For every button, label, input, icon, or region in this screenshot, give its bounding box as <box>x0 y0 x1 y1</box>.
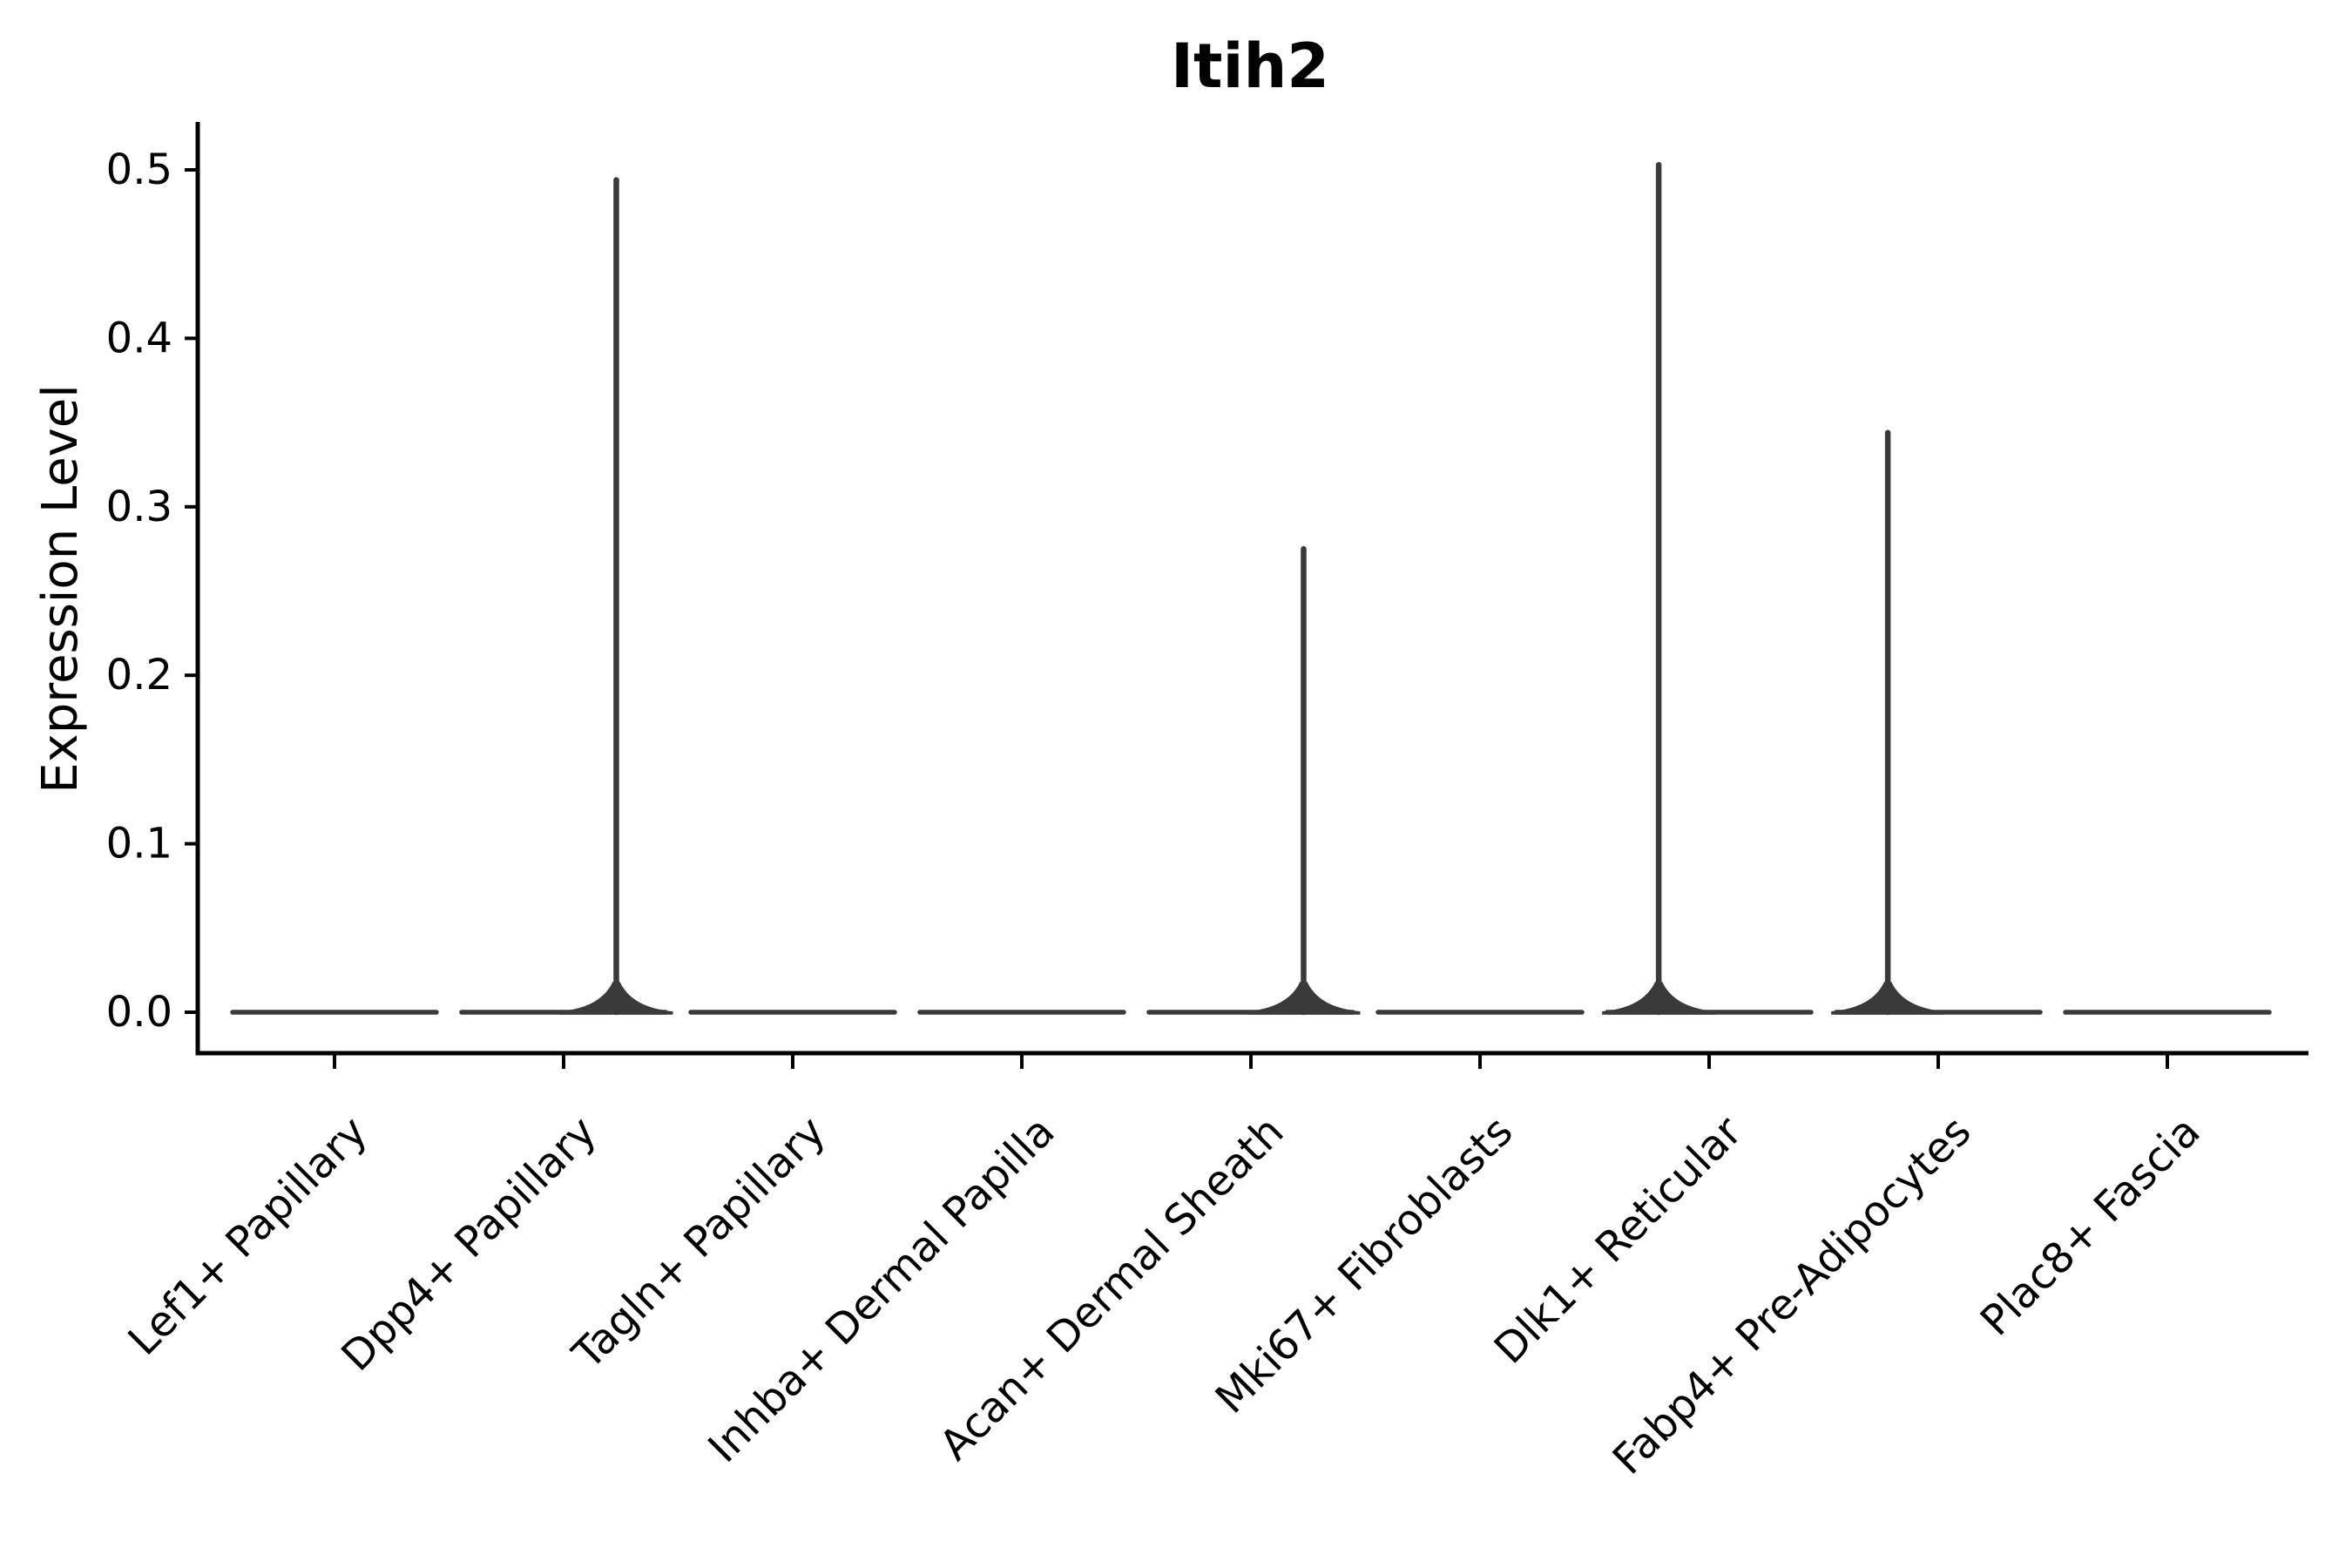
x-tick-label: Tagln+ Papillary <box>563 1107 835 1379</box>
y-tick-label: 0.5 <box>106 145 172 194</box>
axes-spines <box>195 122 2308 1056</box>
y-tick-label: 0.2 <box>106 651 172 700</box>
violin-series <box>230 161 2272 1016</box>
y-tick-label: 0.4 <box>106 314 172 362</box>
x-tick-label: Lef1+ Papillary <box>119 1107 377 1365</box>
y-tick-label: 0.3 <box>106 483 172 531</box>
y-axis-ticks: 0.0 0.1 0.2 0.3 0.4 0.5 <box>106 145 198 1037</box>
x-tick-label: Plac8+ Fascia <box>1971 1107 2210 1346</box>
violin-5 <box>1146 545 1361 1016</box>
y-axis-label: Expression Level <box>32 384 89 794</box>
violin-8 <box>1831 429 2043 1016</box>
violin-2 <box>459 177 673 1016</box>
x-tick-label: Dpp4+ Papillary <box>332 1107 605 1381</box>
y-tick-label: 0.1 <box>106 820 172 868</box>
violin-7 <box>1602 161 1814 1016</box>
chart-title: Itih2 <box>1171 30 1329 102</box>
x-tick-label: Dlk1+ Reticular <box>1485 1107 1752 1374</box>
y-tick-label: 0.0 <box>106 988 172 1037</box>
